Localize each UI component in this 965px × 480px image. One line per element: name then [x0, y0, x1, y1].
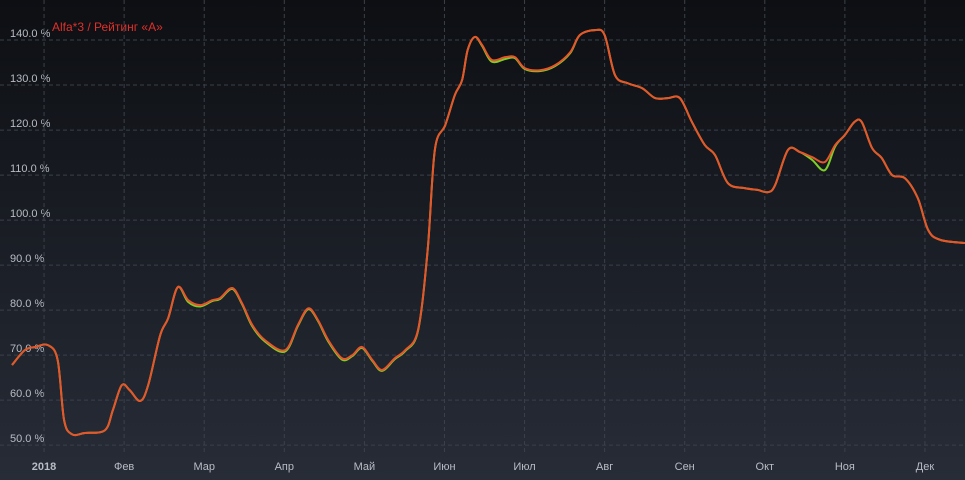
x-tick-label: Май	[354, 461, 376, 473]
y-tick-label: 50.0 %	[10, 433, 44, 445]
y-tick-label: 140.0 %	[10, 28, 51, 40]
x-tick-label: Фев	[114, 461, 134, 473]
y-tick-label: 130.0 %	[10, 73, 51, 85]
x-tick-label: Апр	[275, 461, 294, 473]
x-tick-label: Окт	[756, 461, 775, 473]
y-tick-label: 100.0 %	[10, 208, 51, 220]
y-tick-label: 80.0 %	[10, 298, 44, 310]
y-tick-label: 60.0 %	[10, 388, 44, 400]
y-tick-label: 110.0 %	[10, 163, 50, 175]
chart-title: Alfa*3 / Рейтинг «А»	[52, 20, 163, 34]
x-tick-label: Мар	[193, 461, 215, 473]
line-series	[11, 28, 965, 437]
x-tick-label: Июн	[433, 461, 455, 473]
y-tick-label: 90.0 %	[10, 253, 44, 265]
x-tick-label: Авг	[596, 461, 613, 473]
y-tick-label: 120.0 %	[10, 118, 51, 130]
x-tick-label: 2018	[32, 461, 56, 473]
x-tick-label: Июл	[513, 461, 535, 473]
x-tick-label: Ноя	[835, 461, 855, 473]
x-tick-label: Сен	[675, 461, 695, 473]
x-tick-label: Дек	[916, 461, 935, 473]
